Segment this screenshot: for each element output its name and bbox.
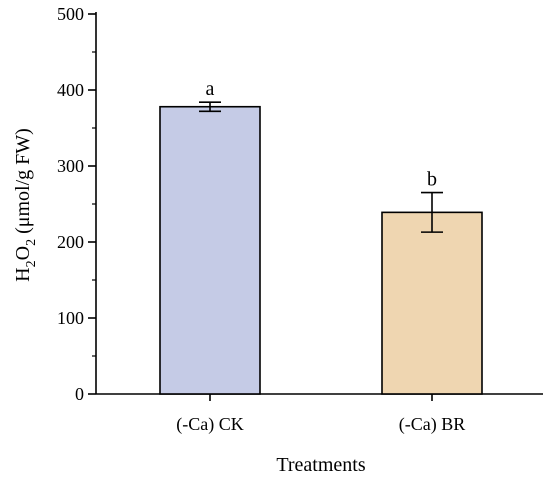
- error-bars: [199, 101, 443, 233]
- y-axis-title-o: O: [12, 246, 34, 260]
- y-axis-title-unit: (μmol/g FW): [12, 128, 34, 239]
- y-tick-label: 300: [57, 156, 84, 176]
- significance-letter: b: [427, 169, 437, 191]
- y-tick-label: 400: [57, 80, 84, 100]
- x-axis: (-Ca) CK (-Ca) BR: [96, 393, 543, 435]
- bar: [159, 105, 261, 395]
- y-tick-label: 200: [57, 232, 84, 252]
- bars: [159, 105, 483, 395]
- significance-labels: ab: [206, 78, 437, 190]
- y-axis: 0 100 200 300 400 500: [57, 4, 97, 404]
- y-axis-title-sub1: 2: [24, 260, 39, 267]
- y-tick-label: 0: [75, 384, 84, 404]
- y-tick-label: 100: [57, 308, 84, 328]
- y-tick-label: 500: [57, 4, 84, 24]
- bar: [381, 211, 483, 395]
- y-axis-title: H2O2 (μmol/g FW): [12, 128, 39, 282]
- x-axis-title: Treatments: [276, 454, 365, 476]
- y-axis-title-h: H: [12, 267, 34, 281]
- y-axis-title-sub2: 2: [24, 239, 39, 246]
- significance-letter: a: [206, 78, 215, 100]
- x-tick-label: (-Ca) CK: [176, 414, 243, 435]
- x-tick-label: (-Ca) BR: [399, 414, 466, 435]
